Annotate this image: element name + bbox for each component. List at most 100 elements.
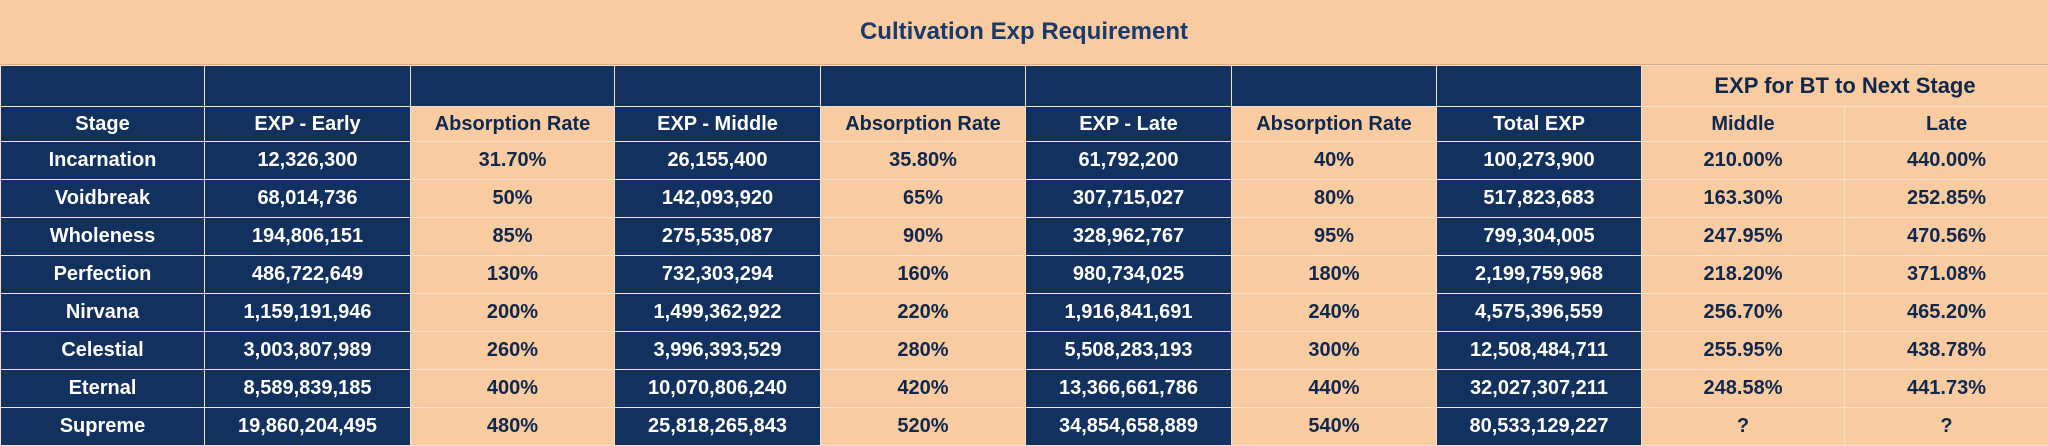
table-cell: 486,722,649 — [205, 256, 411, 294]
table-cell: 252.85% — [1845, 180, 2048, 218]
column-header: EXP - Late — [1026, 107, 1232, 142]
column-header-row: Stage EXP - Early Absorption Rate EXP - … — [1, 107, 2048, 142]
table-cell: 465.20% — [1845, 294, 2048, 332]
table-cell: 328,962,767 — [1026, 218, 1232, 256]
bt-group-header: EXP for BT to Next Stage — [1642, 66, 2048, 107]
table-cell: 80% — [1232, 180, 1437, 218]
table-cell: 50% — [411, 180, 615, 218]
header-blank — [1437, 66, 1642, 107]
table-cell: 194,806,151 — [205, 218, 411, 256]
stage-name-cell: Perfection — [1, 256, 205, 294]
table-cell: 142,093,920 — [615, 180, 821, 218]
table-cell: 65% — [821, 180, 1026, 218]
table-cell: 1,916,841,691 — [1026, 294, 1232, 332]
group-header-row: EXP for BT to Next Stage — [1, 66, 2048, 107]
table-cell: 799,304,005 — [1437, 218, 1642, 256]
table-cell: 420% — [821, 370, 1026, 408]
stage-name-cell: Nirvana — [1, 294, 205, 332]
stage-name-cell: Voidbreak — [1, 180, 205, 218]
table-cell: 160% — [821, 256, 1026, 294]
table-cell: 400% — [411, 370, 615, 408]
header-blank — [821, 66, 1026, 107]
table-cell: 980,734,025 — [1026, 256, 1232, 294]
table-cell: 5,508,283,193 — [1026, 332, 1232, 370]
column-header: Total EXP — [1437, 107, 1642, 142]
table-cell: 275,535,087 — [615, 218, 821, 256]
table-cell: 218.20% — [1642, 256, 1845, 294]
table-cell: 438.78% — [1845, 332, 2048, 370]
exp-table: EXP for BT to Next Stage Stage EXP - Ear… — [0, 65, 2048, 446]
stage-name-cell: Eternal — [1, 370, 205, 408]
table-cell: 90% — [821, 218, 1026, 256]
table-cell: 280% — [821, 332, 1026, 370]
table-cell: 31.70% — [411, 142, 615, 180]
stage-name-cell: Wholeness — [1, 218, 205, 256]
table-cell: 440% — [1232, 370, 1437, 408]
table-cell: 4,575,396,559 — [1437, 294, 1642, 332]
table-cell: 35.80% — [821, 142, 1026, 180]
table-cell: 248.58% — [1642, 370, 1845, 408]
table-cell: 220% — [821, 294, 1026, 332]
header-blank — [615, 66, 821, 107]
table-cell: 40% — [1232, 142, 1437, 180]
table-cell: 307,715,027 — [1026, 180, 1232, 218]
column-header: EXP - Middle — [615, 107, 821, 142]
table-cell: 130% — [411, 256, 615, 294]
table-cell: 26,155,400 — [615, 142, 821, 180]
table-cell: 300% — [1232, 332, 1437, 370]
table-cell: 61,792,200 — [1026, 142, 1232, 180]
table-cell: 2,199,759,968 — [1437, 256, 1642, 294]
table-cell: 371.08% — [1845, 256, 2048, 294]
table-cell: 210.00% — [1642, 142, 1845, 180]
table-cell: 1,499,362,922 — [615, 294, 821, 332]
column-header: EXP - Early — [205, 107, 411, 142]
table-cell: 12,508,484,711 — [1437, 332, 1642, 370]
header-blank — [1232, 66, 1437, 107]
table-cell: 256.70% — [1642, 294, 1845, 332]
table-cell: 10,070,806,240 — [615, 370, 821, 408]
table-title: Cultivation Exp Requirement — [0, 0, 2048, 65]
table-cell: 68,014,736 — [205, 180, 411, 218]
table-cell: 200% — [411, 294, 615, 332]
table-cell: 100,273,900 — [1437, 142, 1642, 180]
table-cell: 440.00% — [1845, 142, 2048, 180]
header-blank — [205, 66, 411, 107]
table-cell: 12,326,300 — [205, 142, 411, 180]
header-blank — [411, 66, 615, 107]
header-blank — [1, 66, 205, 107]
table-cell: 240% — [1232, 294, 1437, 332]
stage-name-cell: Incarnation — [1, 142, 205, 180]
table-cell: 85% — [411, 218, 615, 256]
column-header: Middle — [1642, 107, 1845, 142]
table-cell: 441.73% — [1845, 370, 2048, 408]
column-header: Absorption Rate — [411, 107, 615, 142]
column-header: Absorption Rate — [821, 107, 1026, 142]
table-cell: 32,027,307,211 — [1437, 370, 1642, 408]
column-header: Late — [1845, 107, 2048, 142]
column-header: Stage — [1, 107, 205, 142]
header-blank — [1026, 66, 1232, 107]
table-cell: 1,159,191,946 — [205, 294, 411, 332]
table-cell: 732,303,294 — [615, 256, 821, 294]
stage-name-cell: Celestial — [1, 332, 205, 370]
table-cell: 180% — [1232, 256, 1437, 294]
table-cell: 3,003,807,989 — [205, 332, 411, 370]
table-cell: 95% — [1232, 218, 1437, 256]
table-cell: 517,823,683 — [1437, 180, 1642, 218]
table-cell: 13,366,661,786 — [1026, 370, 1232, 408]
table-cell: 3,996,393,529 — [615, 332, 821, 370]
table-cell: 255.95% — [1642, 332, 1845, 370]
table-cell: 8,589,839,185 — [205, 370, 411, 408]
table-cell: 163.30% — [1642, 180, 1845, 218]
table-cell: 260% — [411, 332, 615, 370]
table-cell: 470.56% — [1845, 218, 2048, 256]
column-header: Absorption Rate — [1232, 107, 1437, 142]
table-cell: 247.95% — [1642, 218, 1845, 256]
